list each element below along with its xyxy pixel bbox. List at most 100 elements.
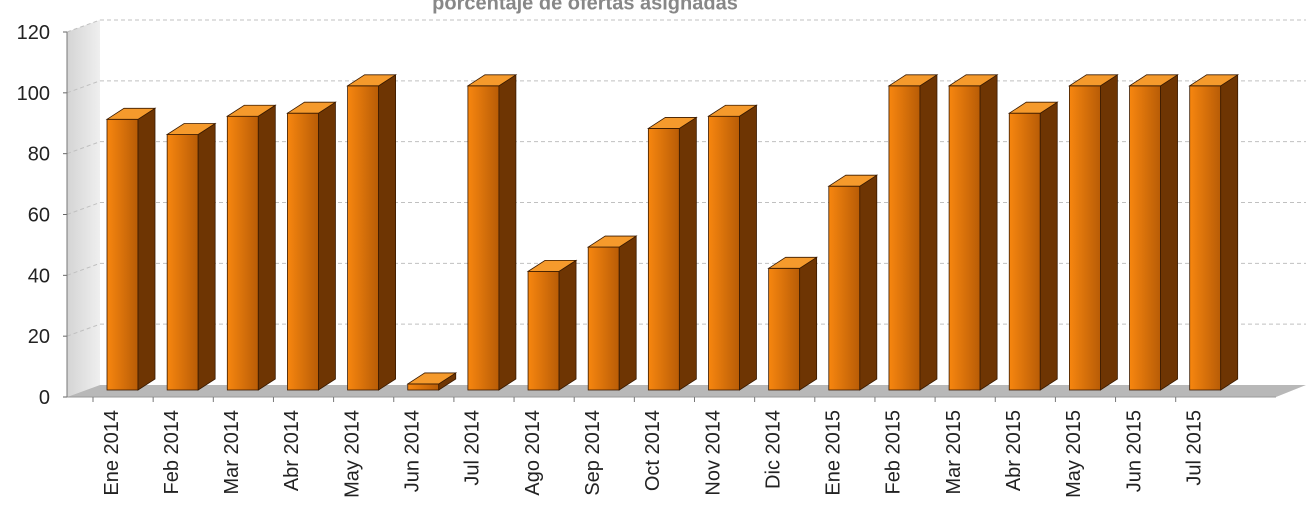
x-tick-label: Nov 2014	[702, 410, 724, 496]
bar-side	[257, 104, 276, 391]
bar	[1007, 101, 1059, 391]
bar-top	[1188, 74, 1240, 87]
bar-side	[919, 74, 938, 391]
bar-front	[467, 85, 500, 391]
bar-front	[347, 85, 380, 391]
y-tick-label: 80	[28, 144, 50, 166]
x-tick-label: Jul 2015	[1183, 410, 1205, 486]
bar	[406, 372, 458, 391]
bar-top	[1128, 74, 1179, 87]
x-tick-label: Mar 2015	[943, 410, 965, 495]
bar-top	[767, 256, 819, 269]
bar-front	[106, 118, 139, 391]
bar	[286, 101, 337, 391]
x-tick-label: Jun 2015	[1123, 410, 1145, 492]
bar-side	[378, 74, 397, 391]
bar-top	[707, 104, 758, 117]
bar-front	[166, 134, 199, 391]
bar	[1188, 74, 1240, 391]
x-tick-label: Feb 2014	[161, 410, 183, 495]
bar-side	[678, 116, 697, 391]
bar-top	[586, 235, 638, 248]
x-tick-label: May 2015	[1063, 410, 1085, 498]
bar-front	[888, 85, 921, 391]
bar-front	[587, 246, 620, 391]
x-tick-label: Ago 2014	[522, 410, 544, 496]
bar-top	[466, 74, 518, 87]
bar-side	[859, 174, 878, 391]
bar	[707, 104, 758, 391]
bar-side	[799, 256, 818, 391]
y-tick-label: 100	[17, 83, 50, 105]
bar-top	[526, 259, 578, 272]
x-tick-label: Feb 2015	[883, 410, 905, 495]
bar-side	[498, 74, 517, 391]
bar	[466, 74, 518, 391]
bar-side	[979, 74, 998, 391]
bar-front	[1008, 112, 1041, 391]
bar-side	[558, 259, 577, 391]
y-tick-label: 0	[39, 387, 50, 409]
bar	[225, 104, 277, 391]
bar-front	[527, 270, 560, 391]
x-tick-label: Ene 2015	[823, 410, 845, 496]
bar	[767, 256, 819, 391]
bar	[105, 107, 157, 391]
bar-side	[1220, 74, 1239, 391]
x-tick-label: Jun 2014	[402, 410, 424, 492]
bar-side	[197, 122, 216, 391]
bar-front	[226, 115, 259, 391]
bar-side	[318, 101, 336, 391]
bar-top	[105, 107, 157, 120]
bar	[827, 174, 879, 391]
x-tick-label: May 2014	[341, 410, 363, 498]
bar-top	[286, 101, 337, 114]
x-axis-labels: Ene 2014 Feb 2014 Mar 2014 Abr 2014 May 2014…	[92, 397, 1205, 498]
y-tick-label: 60	[28, 205, 50, 227]
bar-front	[407, 383, 440, 391]
bar-top	[827, 174, 879, 187]
x-tick-label: Dic 2014	[762, 410, 784, 489]
chart-title: porcentaje de ofertas asignadas	[432, 0, 738, 14]
gridline	[66, 141, 101, 155]
x-tick-label: Jul 2014	[462, 410, 484, 486]
bar-front	[1129, 85, 1161, 391]
bar	[887, 74, 939, 391]
bar-side	[137, 107, 156, 391]
y-axis: 0 20 40 60 80 100 120	[17, 22, 68, 409]
bar-side	[1160, 74, 1178, 391]
bar-front	[1069, 85, 1101, 391]
gridline	[66, 19, 101, 33]
bar-front	[768, 267, 801, 391]
bar-front	[287, 112, 319, 391]
bar	[346, 74, 397, 391]
bar-front	[1189, 85, 1222, 391]
bar	[1068, 74, 1119, 391]
y-tick-label: 120	[17, 22, 50, 44]
x-tick-label: Oct 2014	[642, 410, 664, 491]
bar-front	[948, 85, 981, 391]
bar	[1128, 74, 1179, 391]
gridline	[66, 80, 101, 94]
bar-side	[1100, 74, 1118, 391]
bar	[947, 74, 999, 391]
x-tick-label: Abr 2014	[281, 410, 303, 491]
bar-top	[1068, 74, 1119, 87]
gridline	[66, 323, 101, 337]
bar-top	[1007, 101, 1059, 114]
bar-top	[225, 104, 277, 117]
y-tick-label: 40	[28, 265, 50, 287]
gridline	[66, 262, 101, 276]
bar-top	[947, 74, 999, 87]
bar-top	[887, 74, 939, 87]
bar-top	[346, 74, 397, 87]
x-tick-label: Abr 2015	[1003, 410, 1025, 491]
bar-side	[618, 235, 637, 391]
bar-side	[739, 104, 757, 391]
bar	[646, 116, 698, 391]
x-tick-label: Ene 2014	[101, 410, 123, 496]
gridline	[66, 202, 101, 215]
bar	[526, 259, 578, 391]
x-tick-label: Mar 2014	[221, 410, 243, 495]
bar-series	[105, 74, 1240, 391]
